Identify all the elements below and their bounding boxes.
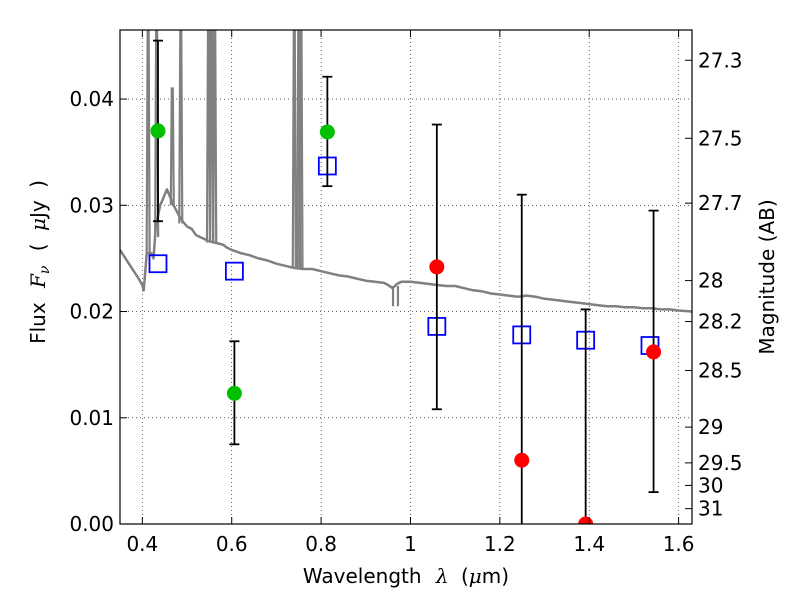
detection-point bbox=[150, 123, 166, 139]
low-significance-point bbox=[429, 259, 445, 275]
emission-line bbox=[209, 30, 215, 243]
y2-axis-label: Magnitude (AB) bbox=[755, 199, 779, 354]
low-significance-point bbox=[514, 452, 530, 468]
y-tick-label: 0.01 bbox=[69, 406, 114, 430]
detection-point bbox=[319, 124, 335, 140]
y2-tick-label: 27.7 bbox=[698, 191, 743, 215]
y2-tick-label: 27.3 bbox=[698, 48, 743, 72]
plot-background bbox=[120, 30, 692, 524]
y-tick-label: 0.03 bbox=[69, 193, 114, 217]
emission-line bbox=[178, 30, 184, 224]
detection-point bbox=[226, 385, 242, 401]
x-tick-label: 0.4 bbox=[126, 532, 158, 556]
y-tick-label: 0.04 bbox=[69, 87, 114, 111]
x-tick-label: 1.4 bbox=[573, 532, 605, 556]
y2-tick-label: 28.5 bbox=[698, 358, 743, 382]
axis-ticks: 0.4 0.6 0.8 1 1.2 1.4 1.6 0.00 0.01 0.02 0.03 0.04 2… bbox=[69, 30, 743, 556]
emission-line bbox=[291, 30, 297, 268]
y2-tick-label: 29 bbox=[698, 415, 723, 439]
y-tick-label: 0.00 bbox=[69, 512, 114, 536]
x-axis-label: Wavelength λ (μm) bbox=[303, 564, 509, 588]
y-tick-label: 0.02 bbox=[69, 300, 114, 324]
low-significance-point bbox=[646, 344, 662, 360]
y2-tick-label: 29.5 bbox=[698, 451, 743, 475]
emission-line bbox=[298, 30, 304, 268]
emission-line bbox=[205, 30, 212, 243]
model-photometry-square bbox=[224, 261, 244, 281]
plot-content bbox=[120, 30, 692, 524]
y2-tick-label: 28.2 bbox=[698, 310, 743, 334]
y2-tick-label: 27.5 bbox=[698, 126, 743, 150]
model-photometry-square bbox=[148, 254, 168, 274]
x-tick-label: 0.6 bbox=[216, 532, 248, 556]
x-tick-label: 1.6 bbox=[663, 532, 695, 556]
emission-line bbox=[169, 87, 175, 206]
y2-tick-label: 31 bbox=[698, 497, 723, 521]
y2-tick-label: 28 bbox=[698, 269, 723, 293]
y-axis-label: Flux Fν ( μJy ) bbox=[26, 180, 54, 344]
plot-frame bbox=[119, 29, 693, 525]
emission-line bbox=[145, 30, 151, 257]
x-tick-label: 1 bbox=[404, 532, 417, 556]
y2-tick-label: 30 bbox=[698, 473, 723, 497]
emission-line bbox=[212, 30, 218, 243]
x-tick-label: 0.8 bbox=[305, 532, 337, 556]
x-tick-label: 1.2 bbox=[484, 532, 516, 556]
